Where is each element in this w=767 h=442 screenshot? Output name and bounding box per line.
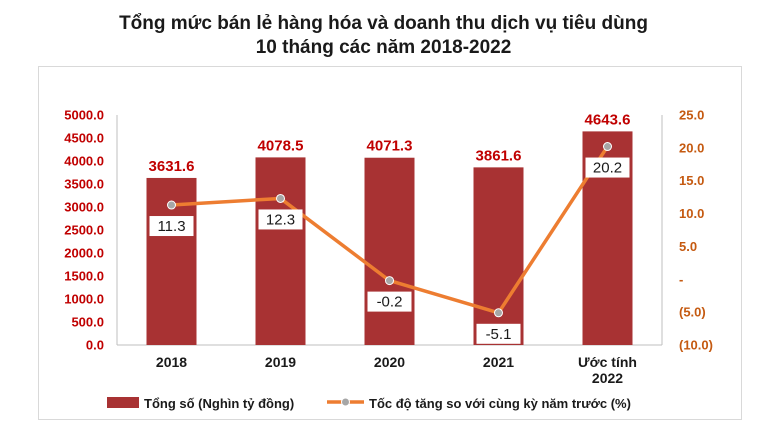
bar: [255, 157, 306, 345]
chart-title-line-2: 10 tháng các năm 2018-2022: [255, 37, 512, 58]
legend-line-marker: [341, 397, 350, 407]
line-marker: [603, 142, 612, 152]
left-axis-tick-label: 2500.0: [64, 223, 104, 238]
bar: [473, 167, 524, 345]
bar: [364, 157, 415, 345]
legend-bar-label: Tổng số (Nghìn tỷ đồng): [144, 396, 294, 411]
line-value-label-bg: [258, 209, 303, 230]
bar-value-label: 4643.6: [585, 111, 631, 128]
line-marker: [494, 308, 503, 318]
chart-title: Tổng mức bán lẻ hàng hóa và doanh thu dị…: [0, 12, 767, 60]
left-axis-tick-label: 4000.0: [64, 154, 104, 169]
category-label: 2018: [156, 354, 187, 370]
bar-value-label: 3861.6: [476, 147, 522, 164]
line-value-label-bg: [585, 157, 630, 178]
line-value-label-bg: [149, 216, 194, 237]
left-axis-tick-label: 3500.0: [64, 177, 104, 192]
bar-value-label: 4078.5: [258, 137, 304, 154]
left-axis-tick-label: 3000.0: [64, 200, 104, 215]
line-value-label: -0.2: [377, 294, 403, 311]
category-label: 2019: [265, 354, 296, 370]
right-axis-tick-label: (5.0): [679, 305, 706, 320]
line-marker: [385, 276, 394, 286]
left-axis-tick-label: 4500.0: [64, 131, 104, 146]
line-marker: [167, 200, 176, 210]
line-value-label: -5.1: [486, 326, 512, 343]
chart-title-line-1: Tổng mức bán lẻ hàng hóa và doanh thu dị…: [119, 13, 648, 34]
category-label: 2021: [483, 354, 514, 370]
line-value-label-bg: [367, 291, 412, 312]
left-axis-tick-label: 1500.0: [64, 269, 104, 284]
bar-value-label: 4071.3: [367, 138, 413, 155]
category-label: Ước tính: [578, 354, 637, 370]
line-value-label: 20.2: [593, 160, 622, 177]
plot-frame: [38, 66, 742, 420]
right-axis-tick-label: -: [679, 272, 683, 287]
line-value-label: 12.3: [266, 211, 295, 228]
left-axis-tick-label: 0.0: [86, 338, 104, 353]
line-value-label: 11.3: [157, 218, 185, 235]
line-value-label-bg: [476, 323, 521, 344]
line-marker: [276, 193, 285, 203]
right-axis-tick-label: 5.0: [679, 239, 697, 254]
right-axis-tick-label: 15.0: [679, 173, 704, 188]
left-axis-tick-label: 1000.0: [64, 292, 104, 307]
left-axis-tick-label: 5000.0: [64, 108, 104, 123]
category-label: 2020: [374, 354, 405, 370]
right-axis-tick-label: 25.0: [679, 108, 704, 123]
right-axis-tick-label: 20.0: [679, 140, 704, 155]
legend-line-label: Tốc độ tăng so với cùng kỳ năm trước (%): [369, 396, 631, 411]
category-label: 2022: [592, 370, 623, 386]
legend-bar-swatch: [107, 397, 139, 408]
bar-value-label: 3631.6: [149, 158, 195, 175]
left-axis-tick-label: 500.0: [71, 315, 104, 330]
right-axis-tick-label: (10.0): [679, 338, 713, 353]
right-axis-tick-label: 10.0: [679, 206, 704, 221]
left-axis-tick-label: 2000.0: [64, 246, 104, 261]
